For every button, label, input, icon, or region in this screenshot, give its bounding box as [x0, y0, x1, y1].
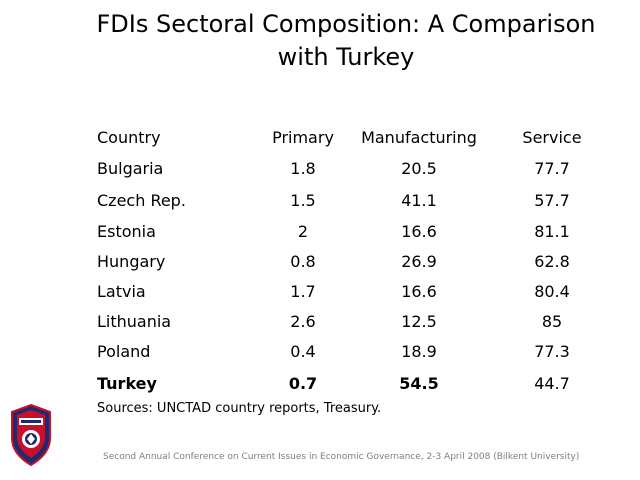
cell-service: 77.3 — [534, 341, 570, 361]
cell-service: 44.7 — [534, 373, 570, 393]
cell-service: 57.7 — [534, 190, 570, 210]
header-primary: Primary — [272, 127, 334, 147]
cell-primary: 0.4 — [290, 341, 316, 361]
university-shield-logo — [11, 404, 51, 466]
cell-primary: 2.6 — [290, 311, 316, 331]
cell-primary: 0.8 — [290, 251, 316, 271]
cell-manufacturing: 41.1 — [401, 190, 437, 210]
cell-service: 80.4 — [534, 281, 570, 301]
cell-country: Poland — [97, 341, 151, 361]
sources-note: Sources: UNCTAD country reports, Treasur… — [97, 401, 382, 416]
table-row: Bulgaria 1.8 20.5 77.7 — [97, 152, 609, 184]
table-row: Estonia 2 16.6 81.1 — [97, 216, 609, 246]
cell-manufacturing: 54.5 — [399, 373, 439, 393]
conference-footer: Second Annual Conference on Current Issu… — [103, 452, 580, 462]
cell-primary: 1.8 — [290, 158, 316, 178]
cell-primary: 2 — [297, 221, 309, 241]
header-country: Country — [97, 127, 161, 147]
table-row: Lithuania 2.6 12.5 85 — [97, 306, 609, 336]
table-row: Czech Rep. 1.5 41.1 57.7 — [97, 184, 609, 216]
cell-primary: 1.7 — [290, 281, 316, 301]
cell-primary: 0.7 — [288, 373, 318, 393]
slide-title: FDIs Sectoral Composition: A Comparison … — [60, 8, 632, 74]
table-row: Poland 0.4 18.9 77.3 — [97, 336, 609, 366]
cell-country: Hungary — [97, 251, 166, 271]
table-header-row: Country Primary Manufacturing Service — [97, 122, 609, 152]
cell-manufacturing: 16.6 — [401, 281, 437, 301]
fdi-table-container: Country Primary Manufacturing Service Bu… — [97, 122, 609, 400]
table-row: Latvia 1.7 16.6 80.4 — [97, 276, 609, 306]
cell-country: Turkey — [97, 373, 157, 393]
cell-primary: 1.5 — [290, 190, 316, 210]
cell-service: 62.8 — [534, 251, 570, 271]
cell-country: Estonia — [97, 221, 156, 241]
cell-service: 81.1 — [534, 221, 570, 241]
title-line-2: with Turkey — [277, 43, 415, 71]
cell-manufacturing: 16.6 — [401, 221, 437, 241]
cell-manufacturing: 20.5 — [401, 158, 437, 178]
fdi-sectoral-table: Country Primary Manufacturing Service Bu… — [97, 122, 609, 400]
cell-service: 77.7 — [534, 158, 570, 178]
header-service: Service — [522, 127, 582, 147]
cell-manufacturing: 12.5 — [401, 311, 437, 331]
table-row-turkey: Turkey 0.7 54.5 44.7 — [97, 366, 609, 400]
cell-country: Latvia — [97, 281, 146, 301]
cell-country: Lithuania — [97, 311, 172, 331]
table-row: Hungary 0.8 26.9 62.8 — [97, 246, 609, 276]
cell-service: 85 — [541, 311, 563, 331]
cell-country: Czech Rep. — [97, 190, 186, 210]
header-manufacturing: Manufacturing — [361, 127, 477, 147]
title-line-1: FDIs Sectoral Composition: A Comparison — [96, 10, 596, 38]
cell-manufacturing: 18.9 — [401, 341, 437, 361]
cell-manufacturing: 26.9 — [401, 251, 437, 271]
cell-country: Bulgaria — [97, 158, 164, 178]
